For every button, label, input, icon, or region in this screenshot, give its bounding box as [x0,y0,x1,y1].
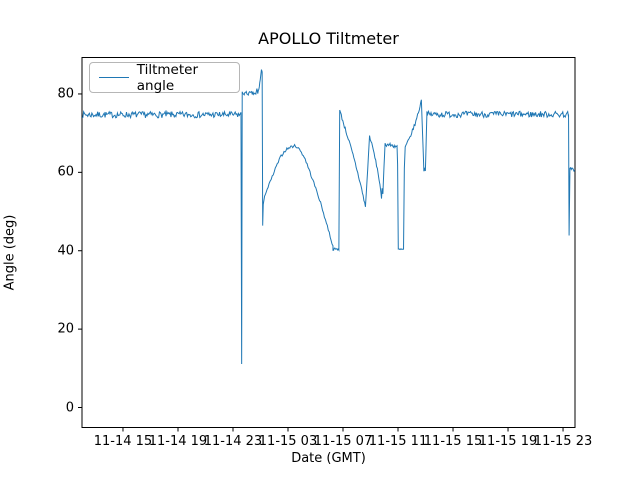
y-tick-label: 80 [57,86,74,102]
axes-box [81,57,576,428]
y-axis-label: Angle (deg) [2,214,18,291]
x-tick-label: 11-15 15 [423,433,483,449]
legend: Tiltmeter angle [89,61,240,94]
x-tick-label: 11-14 15 [93,433,153,449]
x-tick-label: 11-15 07 [313,433,373,449]
chart-title: APOLLO Tiltmeter [258,29,399,48]
y-tick-label: 0 [65,400,74,415]
y-tick-label: 40 [57,243,74,259]
x-tick-label: 11-14 23 [203,433,263,449]
y-tick-label: 60 [57,164,74,180]
x-tick-label: 11-15 11 [368,433,428,449]
legend-line-sample [99,77,129,78]
x-tick-label: 11-15 19 [478,433,538,449]
x-tick-label: 11-14 19 [148,433,208,449]
x-tick-label: 11-15 23 [533,433,593,449]
tiltmeter-line [82,69,575,365]
tick-marks [78,93,564,432]
x-axis-label: Date (GMT) [291,451,366,466]
x-tick-label: 11-15 03 [258,433,318,449]
legend-label: Tiltmeter angle [136,61,199,94]
y-tick-label: 20 [57,321,74,337]
